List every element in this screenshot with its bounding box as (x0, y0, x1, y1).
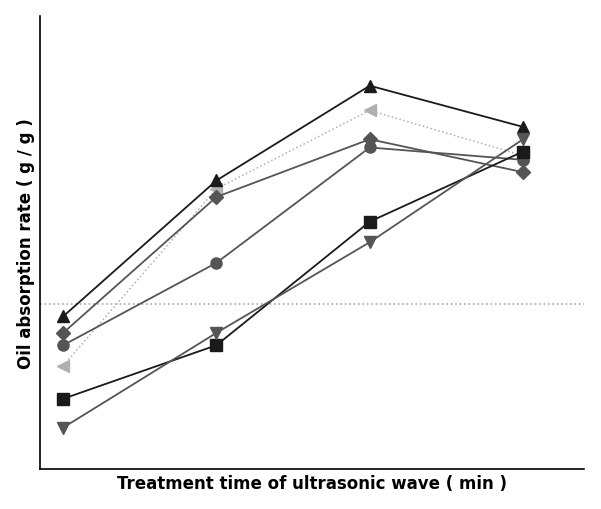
Y-axis label: Oil absorption rate ( g / g ): Oil absorption rate ( g / g ) (17, 118, 35, 368)
X-axis label: Treatment time of ultrasonic wave ( min ): Treatment time of ultrasonic wave ( min … (117, 474, 507, 492)
